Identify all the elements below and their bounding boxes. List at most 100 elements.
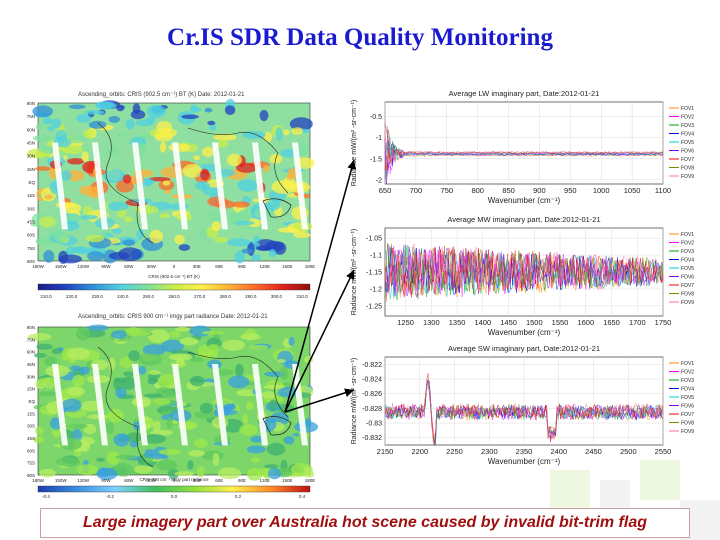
colorbar — [37, 283, 311, 291]
legend-label: FOV2 — [681, 241, 694, 247]
series-line-fov8 — [384, 372, 664, 444]
lat-tick-label: 30S — [27, 206, 35, 211]
colorbar-tick-label: 310.0 — [296, 294, 308, 299]
legend-label: FOV1 — [681, 232, 694, 238]
orbit-gap — [52, 364, 68, 446]
line-chart-2: Average MW imaginary part, Date:2012-01-… — [351, 215, 694, 337]
map-panel-2: Ascending_orbits: CRIS 900 cm⁻¹ imgy par… — [27, 314, 319, 499]
legend-label: FOV9 — [681, 429, 694, 435]
x-tick-label: 2200 — [411, 447, 428, 456]
orbit-gap — [292, 142, 308, 230]
lat-tick-label: 90S — [27, 473, 35, 478]
series-line-fov7 — [384, 148, 664, 171]
lon-tick-label: 180E — [305, 478, 316, 483]
pointer-arrow-1 — [284, 159, 356, 413]
series-line-fov8 — [384, 242, 664, 295]
lat-tick-label: 75N — [27, 337, 35, 342]
legend-label: FOV4 — [681, 387, 694, 393]
legend-label: FOV1 — [681, 361, 694, 367]
pointer-arrow-2 — [284, 269, 355, 413]
lat-tick-label: 30N — [27, 374, 35, 379]
lat-tick-label: 90N — [27, 101, 35, 106]
y-tick-label: -0.826 — [362, 391, 382, 398]
lon-tick-label: 60E — [215, 264, 223, 269]
x-tick-label: 2300 — [481, 447, 498, 456]
x-tick-label: 1250 — [397, 318, 414, 327]
x-tick-label: 2450 — [585, 447, 602, 456]
colorbar-tick-label: 220.0 — [66, 294, 78, 299]
lat-tick-label: 60S — [27, 448, 35, 453]
x-tick-label: 2150 — [377, 447, 394, 456]
y-tick-label: -1 — [376, 135, 382, 142]
legend-label: FOV5 — [681, 395, 694, 401]
y-tick-label: -1.2 — [370, 286, 382, 293]
legend-label: FOV5 — [681, 266, 694, 272]
x-tick-label: 2550 — [655, 447, 672, 456]
lat-tick-label: 15S — [27, 411, 35, 416]
x-tick-label: 1300 — [423, 318, 440, 327]
colorbar-tick-label: 240.0 — [117, 294, 129, 299]
colorbar-title: CRIS (902.5 cm⁻¹) BT (K) — [148, 274, 200, 279]
map-panel-1: Ascending_orbits: CRIS (902.5 cm⁻¹) BT (… — [27, 92, 316, 299]
lat-tick-label: 15S — [27, 193, 35, 198]
orbit-gap — [172, 142, 188, 230]
lon-tick-label: 30W — [147, 264, 157, 269]
legend-label: FOV4 — [681, 132, 694, 138]
lat-tick-label: 45N — [27, 141, 35, 146]
y-tick-label: -0.828 — [362, 406, 382, 413]
lon-tick-label: 60E — [215, 478, 223, 483]
legend-label: FOV3 — [681, 249, 694, 255]
x-tick-label: 1650 — [603, 318, 620, 327]
orbit-gap — [292, 364, 308, 446]
orbit-gap — [252, 364, 268, 446]
legend-label: FOV9 — [681, 174, 694, 180]
x-tick-label: 1550 — [552, 318, 569, 327]
x-tick-label: 2400 — [550, 447, 567, 456]
legend-label: FOV1 — [681, 106, 694, 112]
y-tick-label: -1.5 — [370, 156, 382, 163]
colorbar-tick-label: -0.4 — [42, 494, 50, 499]
x-axis-label: Wavenumber (cm⁻¹) — [488, 457, 561, 466]
colorbar-tick-label: 0.0 — [171, 494, 178, 499]
colorbar-tick-label: 300.0 — [271, 294, 283, 299]
legend-label: FOV8 — [681, 421, 694, 427]
legend-label: FOV7 — [681, 157, 694, 163]
lon-tick-label: 150W — [55, 478, 68, 483]
lat-tick-label: 30N — [27, 154, 35, 159]
colorbar-tick-label: 260.0 — [168, 294, 180, 299]
lat-tick-label: 15N — [27, 167, 35, 172]
lon-tick-label: 30E — [193, 478, 201, 483]
x-tick-label: 800 — [471, 186, 484, 195]
lon-tick-label: 150E — [282, 264, 293, 269]
legend-label: FOV5 — [681, 140, 694, 146]
x-tick-label: 1100 — [655, 186, 671, 195]
y-tick-label: -1.05 — [366, 236, 382, 243]
lon-tick-label: 180E — [305, 264, 316, 269]
colorbar-tick-label: 290.0 — [245, 294, 257, 299]
colorbar — [37, 485, 311, 493]
colorbar-tick-label: 0.4 — [299, 494, 306, 499]
pointer-arrow-3 — [284, 388, 355, 413]
legend-label: FOV3 — [681, 378, 694, 384]
lon-tick-label: 30E — [193, 264, 201, 269]
colorbar-tick-label: -0.2 — [106, 494, 114, 499]
orbit-gap — [92, 364, 108, 446]
y-tick-label: -1.15 — [366, 270, 382, 277]
map-frame — [37, 102, 311, 262]
lat-tick-label: 45S — [27, 436, 35, 441]
colorbar-tick-label: 250.0 — [143, 294, 155, 299]
line-chart-3: Average SW imaginary part, Date:2012-01-… — [351, 344, 694, 466]
lon-tick-label: 150E — [282, 478, 293, 483]
coastline — [97, 122, 154, 244]
x-tick-label: 1050 — [624, 186, 641, 195]
legend-label: FOV7 — [681, 412, 694, 418]
figure-caption: Large imagery part over Australia hot sc… — [40, 508, 690, 538]
legend-label: FOV9 — [681, 300, 694, 306]
legend-label: FOV6 — [681, 275, 694, 281]
y-axis-label: Radiance mW/(m² -sr-cm⁻¹) — [351, 358, 358, 445]
lat-tick-label: 60N — [27, 127, 35, 132]
x-tick-label: 900 — [533, 186, 546, 195]
x-tick-label: 1750 — [655, 318, 672, 327]
lon-tick-label: 90W — [101, 264, 111, 269]
lon-tick-label: 0 — [173, 264, 176, 269]
